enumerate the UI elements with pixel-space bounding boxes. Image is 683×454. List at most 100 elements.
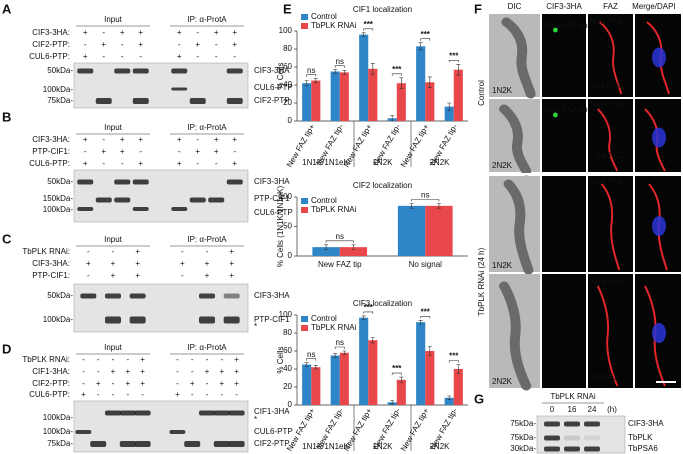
row-label: CUL6-PTP: (29, 159, 70, 168)
row-label: CIF2-PTP: (32, 40, 70, 49)
row-sign: - (84, 40, 87, 49)
bar (397, 205, 426, 256)
band-label: TbPLK (628, 433, 653, 442)
row-sign: - (87, 247, 90, 256)
band (544, 446, 560, 452)
y-axis-label: % Cells (276, 346, 285, 373)
row-sign: - (206, 247, 209, 256)
row-sign: - (233, 52, 236, 61)
row-sign: + (120, 135, 125, 144)
band (75, 430, 92, 434)
row-sign: + (120, 28, 125, 37)
fluorescence-image (542, 99, 586, 172)
group-label: 2N2K (429, 442, 450, 451)
fluorescence-image (542, 14, 586, 97)
band (132, 98, 149, 104)
fluorescence-image (588, 14, 633, 97)
row-sign: - (139, 52, 142, 61)
band (564, 421, 580, 427)
faz-signal (599, 21, 623, 95)
row-sign: + (101, 147, 106, 156)
band (134, 441, 151, 447)
band (114, 197, 131, 203)
legend-swatch (301, 207, 308, 213)
significance: *** (364, 303, 374, 312)
legend-swatch (301, 23, 308, 29)
row-sign: + (234, 367, 239, 376)
row-sign: + (229, 259, 234, 268)
y-tick-label: 100 (279, 26, 293, 35)
band-label: CIF3-3HA (254, 291, 290, 300)
annotation: Old FAZ (590, 373, 619, 382)
row-sign: - (196, 159, 199, 168)
band (134, 410, 151, 416)
bar (339, 72, 349, 121)
significance-bracket (306, 74, 317, 77)
band-label: CIF3-3HA (254, 177, 290, 186)
band (171, 68, 188, 74)
marker: 75kDa- (47, 439, 73, 448)
legend-swatch (301, 325, 308, 331)
significance-bracket (334, 65, 345, 68)
cell (501, 17, 536, 99)
chart-title: CIF1 localization (353, 5, 412, 14)
row-sign: + (219, 379, 224, 388)
row-sign: - (112, 379, 115, 388)
row-sign: + (232, 135, 237, 144)
condition-label: Control (477, 80, 486, 106)
column-header: CIF3-3HA (546, 2, 582, 11)
row-sign: - (206, 379, 209, 388)
significance-bracket (325, 240, 354, 243)
significance: ns (307, 66, 315, 75)
bar (330, 71, 340, 121)
row-sign: + (81, 390, 86, 399)
row-sign: - (196, 52, 199, 61)
band (184, 441, 201, 447)
cell (499, 281, 532, 391)
dapi-signal (652, 216, 666, 236)
column-header: Merge/ (632, 2, 658, 11)
row-label: CUL6-PTP: (29, 390, 70, 399)
row-sign: + (177, 159, 182, 168)
time-unit: (h) (607, 405, 617, 414)
significance: *** (449, 352, 459, 361)
legend-label: Control (311, 314, 337, 323)
cell (600, 183, 621, 271)
row-sign: + (83, 159, 88, 168)
error-bar (436, 203, 441, 209)
row-sign: + (96, 379, 101, 388)
row-sign: + (177, 52, 182, 61)
cell (648, 183, 668, 271)
bar (339, 247, 368, 256)
bar (416, 322, 426, 405)
group-label: 1N1K/1N1eK (302, 442, 349, 451)
error-bar (304, 362, 309, 367)
band (199, 410, 215, 416)
row-sign: - (121, 159, 124, 168)
significance: ns (336, 338, 344, 347)
significance: ns (307, 350, 315, 359)
row-sign: + (138, 28, 143, 37)
row-label: CIF3-3HA: (32, 135, 70, 144)
bar (339, 352, 349, 405)
row-sign: - (112, 247, 115, 256)
row-sign: + (232, 28, 237, 37)
stage-label: 2N2K (492, 377, 513, 386)
band (169, 430, 186, 434)
error-bar (342, 350, 347, 355)
band (77, 68, 94, 74)
row-sign: - (191, 355, 194, 364)
ip-header: IP: α-ProtA (187, 123, 227, 132)
row-sign: + (232, 40, 237, 49)
bar (311, 80, 321, 121)
error-bar (351, 244, 356, 250)
input-header: Input (104, 15, 123, 24)
band-label: CIF2-PTP (254, 439, 290, 448)
significance: ns (336, 57, 344, 66)
row-sign: - (206, 390, 209, 399)
row-label: TbPLK RNAi: (22, 247, 70, 256)
row-sign: + (120, 147, 125, 156)
row-sign: - (102, 135, 105, 144)
column-header: DAPI (657, 2, 676, 11)
band (95, 197, 112, 203)
